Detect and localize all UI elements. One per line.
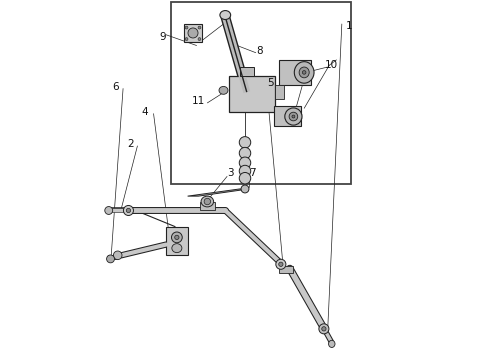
Ellipse shape — [239, 147, 251, 159]
Ellipse shape — [302, 71, 306, 74]
Polygon shape — [274, 107, 300, 126]
Polygon shape — [279, 266, 294, 273]
Polygon shape — [184, 24, 202, 42]
Text: 6: 6 — [113, 82, 119, 92]
Ellipse shape — [126, 208, 131, 213]
Ellipse shape — [172, 232, 182, 243]
Ellipse shape — [289, 112, 298, 121]
Ellipse shape — [201, 196, 214, 207]
Text: 4: 4 — [141, 107, 148, 117]
Ellipse shape — [198, 26, 201, 29]
Polygon shape — [166, 226, 188, 255]
Ellipse shape — [204, 198, 211, 205]
Text: 1: 1 — [345, 21, 352, 31]
Ellipse shape — [239, 172, 251, 184]
Text: 5: 5 — [267, 78, 273, 88]
Ellipse shape — [105, 207, 113, 215]
Text: 9: 9 — [159, 32, 166, 41]
Ellipse shape — [322, 327, 326, 331]
Text: 10: 10 — [324, 60, 338, 70]
Ellipse shape — [239, 136, 251, 148]
Ellipse shape — [198, 38, 201, 41]
Ellipse shape — [175, 235, 179, 239]
Text: 8: 8 — [256, 46, 263, 56]
Polygon shape — [279, 60, 311, 85]
Polygon shape — [200, 202, 215, 211]
Ellipse shape — [239, 157, 251, 168]
Ellipse shape — [188, 28, 198, 38]
Ellipse shape — [172, 244, 182, 253]
Text: 3: 3 — [227, 168, 234, 178]
Ellipse shape — [113, 251, 122, 260]
Text: 2: 2 — [127, 139, 134, 149]
Ellipse shape — [185, 38, 188, 41]
Ellipse shape — [220, 10, 231, 19]
Ellipse shape — [239, 165, 251, 177]
Ellipse shape — [279, 262, 283, 266]
Ellipse shape — [123, 206, 133, 216]
Ellipse shape — [107, 255, 115, 263]
Text: 11: 11 — [192, 96, 205, 106]
Ellipse shape — [219, 86, 228, 94]
Polygon shape — [275, 85, 285, 99]
Text: 7: 7 — [249, 168, 255, 178]
Ellipse shape — [292, 115, 295, 118]
Ellipse shape — [285, 108, 302, 125]
Ellipse shape — [329, 340, 335, 347]
Ellipse shape — [185, 26, 188, 29]
Ellipse shape — [299, 67, 309, 78]
Ellipse shape — [294, 62, 314, 83]
Polygon shape — [172, 3, 351, 184]
Ellipse shape — [241, 185, 249, 193]
Ellipse shape — [276, 259, 286, 269]
Ellipse shape — [319, 324, 329, 334]
Polygon shape — [188, 189, 248, 196]
Polygon shape — [240, 67, 254, 76]
Polygon shape — [229, 76, 275, 112]
